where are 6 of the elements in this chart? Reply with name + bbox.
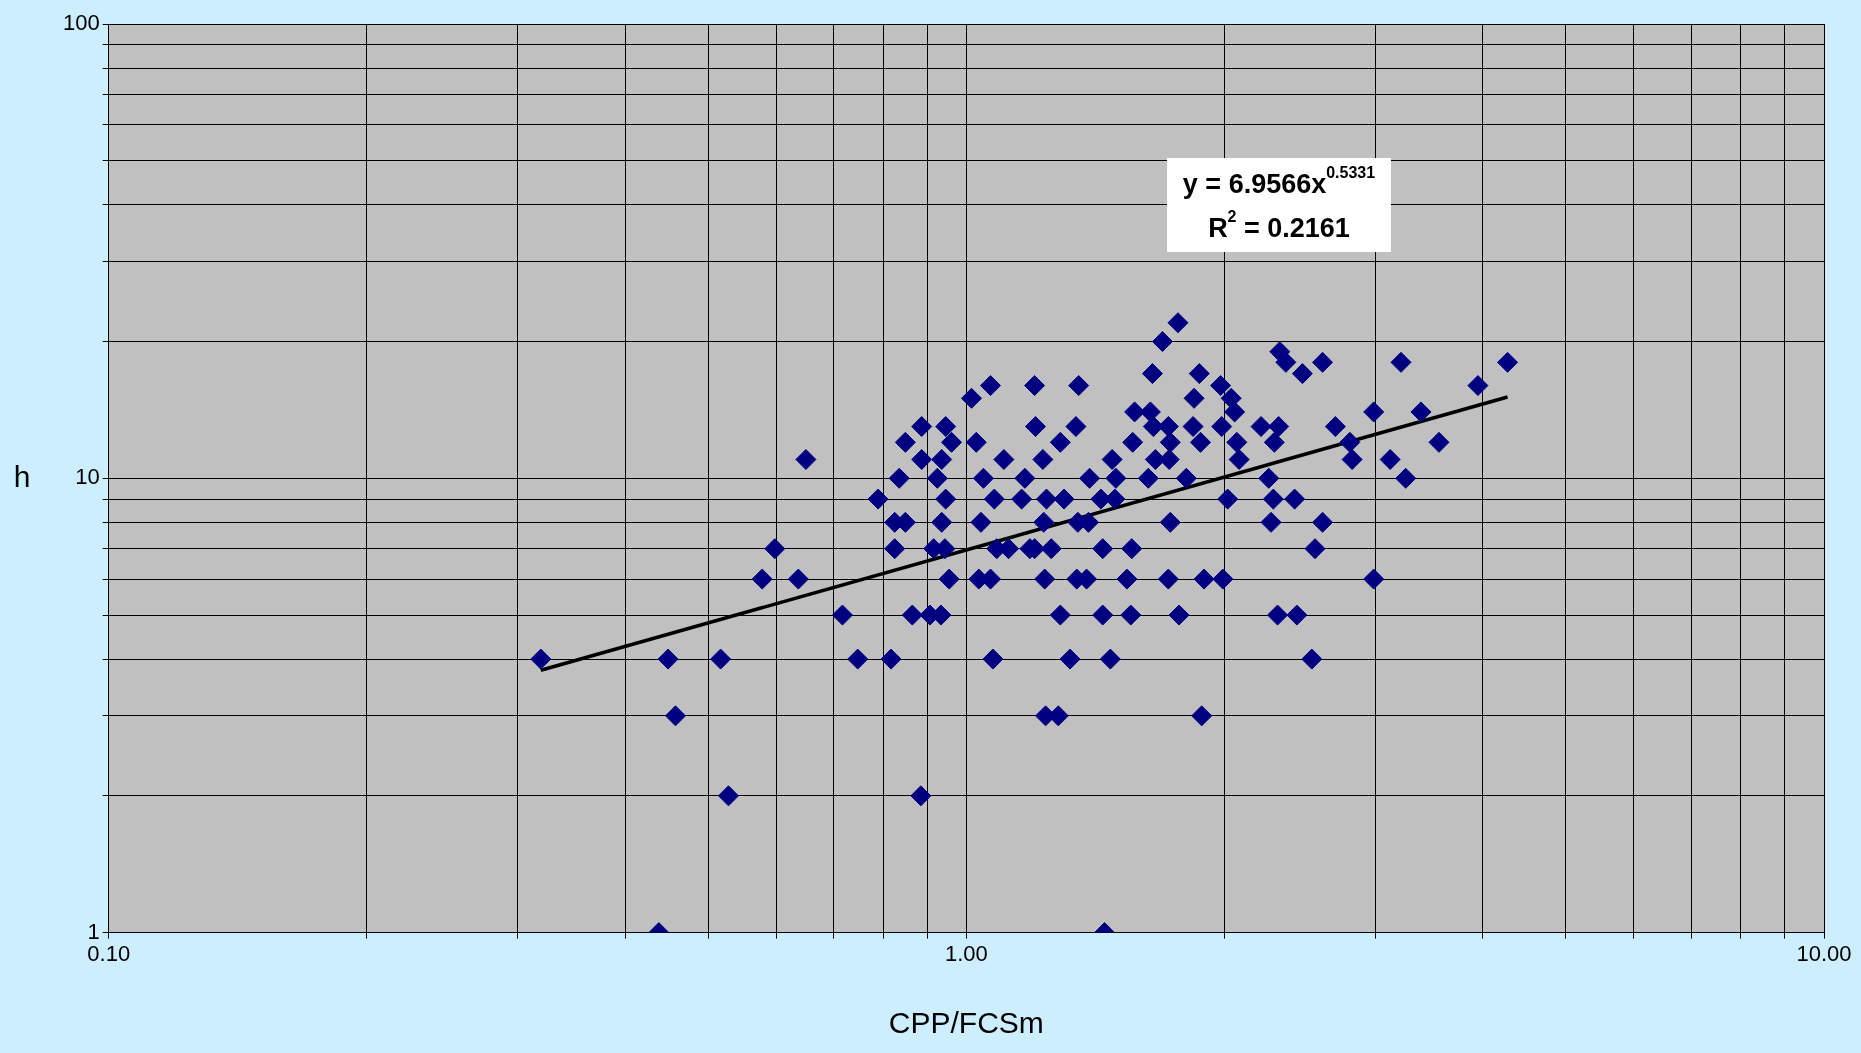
x-tick-label: 1.00 [944, 940, 988, 966]
x-axis-title: CPP/FCSm [888, 1006, 1044, 1040]
x-tick-label: 10.00 [1796, 940, 1852, 966]
y-tick-label: 100 [62, 10, 100, 36]
y-axis-title: h [13, 459, 31, 493]
y-tick-label: 10 [75, 464, 100, 490]
